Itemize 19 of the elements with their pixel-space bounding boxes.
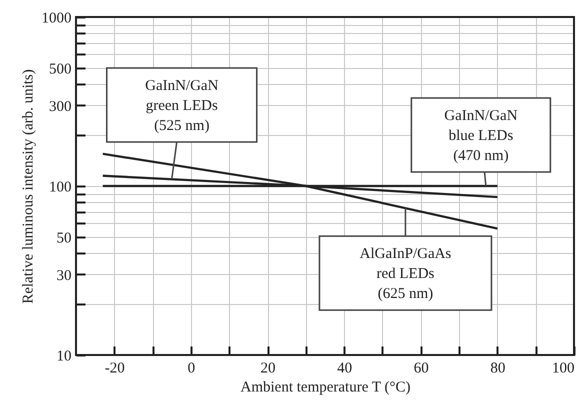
x-tick-label: 60 [414,360,429,376]
y-tick-label: 50 [56,230,72,246]
x-axis-title: Ambient temperature T (°C) [240,380,410,396]
y-tick-label: 30 [56,268,72,284]
y-tick-label: 500 [49,61,72,78]
annotation: GaInN/GaN green LEDs (525 nm) [145,78,219,134]
y-tick-label: 1000 [42,10,72,26]
x-tick-label: -20 [104,360,125,376]
x-tick-label: 0 [188,360,196,376]
x-tick-label: 80 [490,360,506,376]
y-tick-label: 300 [49,98,72,115]
x-tick-label: 20 [260,360,276,376]
x-tick-label: 40 [337,360,352,376]
y-axis-title: Relative luminous intensity (arb. units) [20,69,36,304]
annotation: AlGaInP/GaAs red LEDs (625 nm) [360,246,452,302]
annotation: GaInN/GaN blue LEDs (470 nm) [444,108,518,164]
y-tick-label: 10 [56,348,72,364]
x-tick-label: 100 [552,360,574,376]
y-tick-label: 100 [49,180,72,196]
